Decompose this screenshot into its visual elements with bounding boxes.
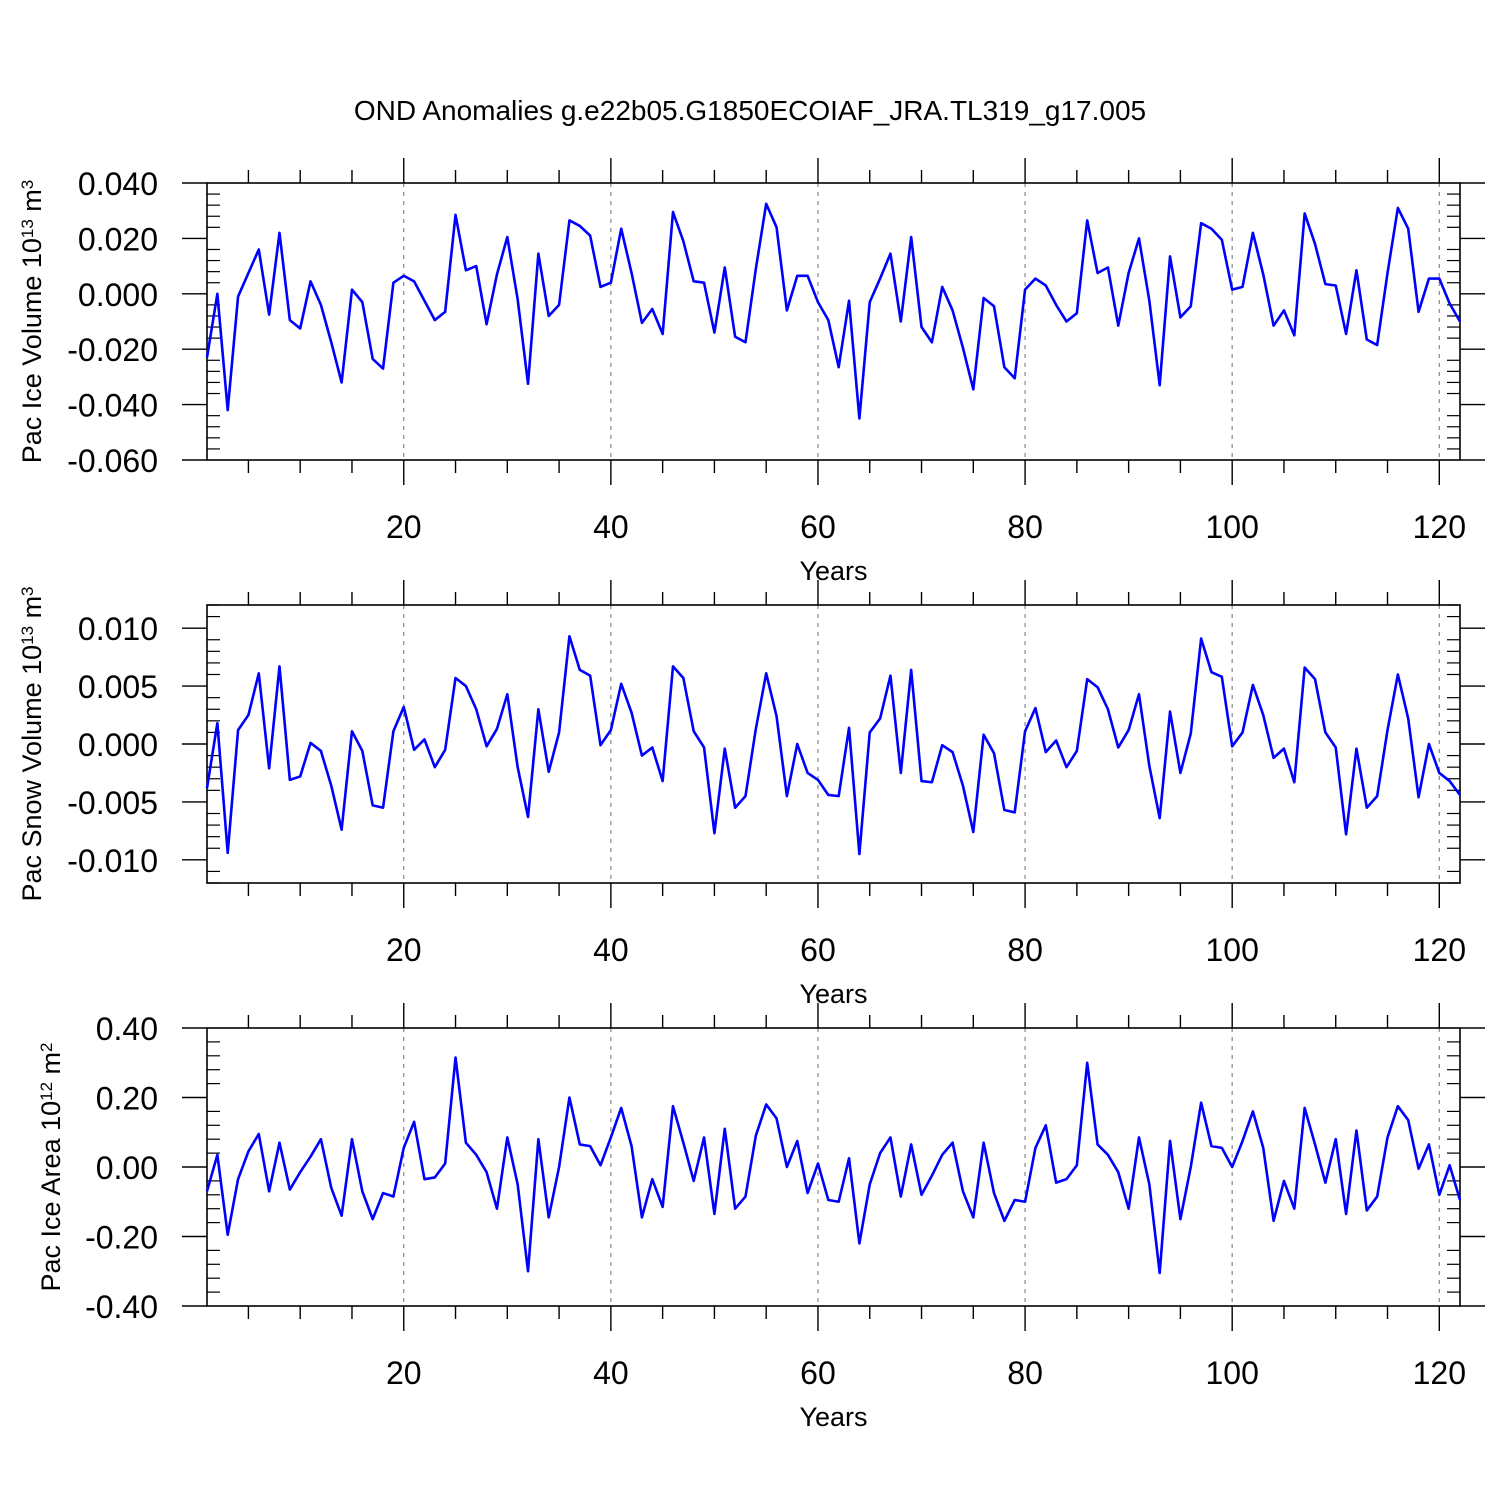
x-tick-label: 80 <box>1007 1355 1043 1391</box>
y-tick-label: -0.40 <box>85 1289 158 1325</box>
panels: 20 40 60 80 100 120 -0.060 -0.040 -0.020 0.000 0.0… <box>17 158 1485 1432</box>
y-tick-label: 0.000 <box>78 727 158 763</box>
y-label-text: m <box>17 189 47 219</box>
y-label-text: m <box>36 1052 66 1082</box>
y-tick-label: 0.40 <box>96 1011 158 1047</box>
series-line <box>205 634 1462 856</box>
x-tick-label: 40 <box>593 1355 629 1391</box>
y-tick-label: -0.060 <box>67 443 158 479</box>
y-label-text: Pac Snow Volume 10 <box>17 645 47 902</box>
x-tick-label: 120 <box>1413 1355 1466 1391</box>
y-tick-label: 0.20 <box>96 1081 158 1117</box>
y-tick-label: -0.20 <box>85 1220 158 1256</box>
x-tick-label: 40 <box>593 509 629 545</box>
y-label-superscript: 13 <box>18 219 37 238</box>
y-axis-label: Pac Snow Volume 1013 m3 <box>17 586 47 901</box>
panel-1: 20 40 60 80 100 120 -0.060 -0.040 -0.020 0.000 0.0… <box>17 158 1485 586</box>
y-tick-label: -0.005 <box>67 785 158 821</box>
y-label-superscript: 3 <box>18 180 37 189</box>
y-axis-label: Pac Ice Area 1012 m2 <box>36 1042 66 1291</box>
y-label-superscript: 13 <box>18 626 37 645</box>
y-label-text: Pac Ice Area 10 <box>36 1101 66 1292</box>
y-tick-label: 0.00 <box>96 1150 158 1186</box>
y-tick-label: 0.010 <box>78 611 158 647</box>
y-label-superscript: 12 <box>37 1082 56 1101</box>
y-label-superscript: 2 <box>37 1042 56 1051</box>
x-tick-label: 80 <box>1007 509 1043 545</box>
x-tick-label: 120 <box>1413 932 1466 968</box>
y-label-superscript: 3 <box>18 586 37 595</box>
x-tick-label: 100 <box>1205 932 1258 968</box>
x-tick-label: 60 <box>800 509 836 545</box>
panel-3: 20 40 60 80 100 120 -0.40 -0.20 0.00 0.20 0.40 Year… <box>36 1003 1485 1432</box>
x-tick-label: 100 <box>1205 1355 1258 1391</box>
x-axis-label: Years <box>799 556 867 586</box>
series-line <box>205 202 1462 420</box>
x-tick-label: 100 <box>1205 509 1258 545</box>
x-tick-label: 60 <box>800 932 836 968</box>
figure-title: OND Anomalies g.e22b05.G1850ECOIAF_JRA.T… <box>354 95 1146 126</box>
y-tick-label: -0.040 <box>67 388 158 424</box>
x-tick-label: 80 <box>1007 932 1043 968</box>
x-axis-label: Years <box>799 979 867 1009</box>
x-axis-label: Years <box>799 1402 867 1432</box>
x-tick-label: 120 <box>1413 509 1466 545</box>
plot-frame <box>206 1027 1461 1307</box>
x-tick-label: 20 <box>386 1355 422 1391</box>
y-label-text: m <box>17 596 47 626</box>
y-axis-label: Pac Ice Volume 1013 m3 <box>17 180 47 464</box>
y-tick-label: -0.020 <box>67 332 158 368</box>
y-tick-label: -0.010 <box>67 843 158 879</box>
series-line <box>205 1056 1462 1275</box>
plot-frame <box>206 604 1461 884</box>
x-tick-label: 20 <box>386 509 422 545</box>
x-tick-label: 20 <box>386 932 422 968</box>
y-tick-label: 0.005 <box>78 669 158 705</box>
x-tick-label: 60 <box>800 1355 836 1391</box>
y-tick-label: 0.040 <box>78 166 158 202</box>
y-label-text: Pac Ice Volume 10 <box>17 238 47 463</box>
x-tick-label: 40 <box>593 932 629 968</box>
panel-2: 20 40 60 80 100 120 -0.010 -0.005 0.000 0.005 0.01… <box>17 580 1485 1009</box>
y-tick-label: 0.020 <box>78 221 158 257</box>
y-tick-label: 0.000 <box>78 277 158 313</box>
